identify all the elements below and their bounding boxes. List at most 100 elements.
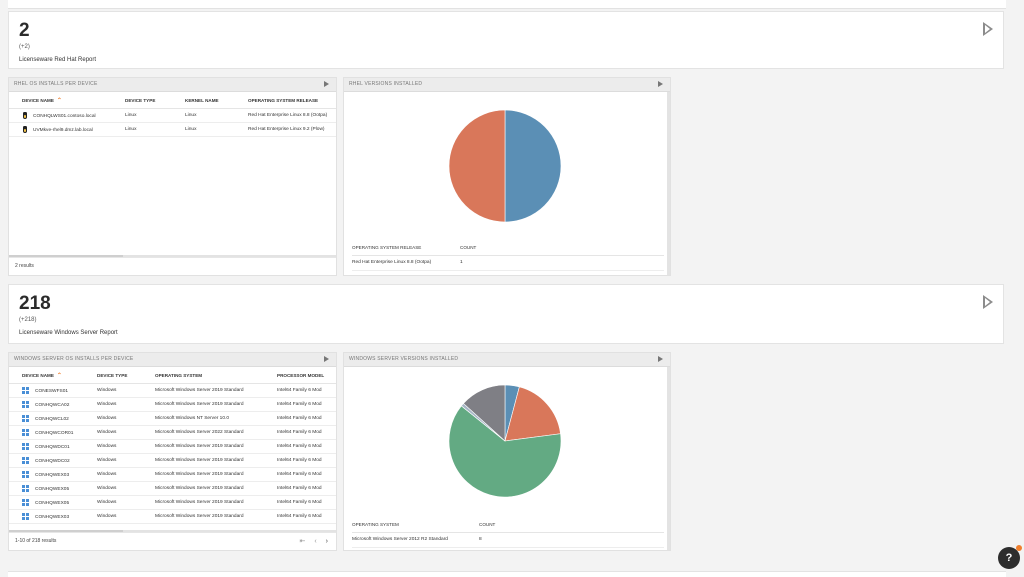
previous-page-icon[interactable]: ‹ [314,538,317,545]
os-release: Red Hat Enterprise Linux 8.8 (Ootpa) [352,260,432,265]
rhel-versions-play-icon[interactable] [658,81,663,87]
device-name: CONHQWDC02 [35,458,70,464]
pie-slice-2[interactable] [448,405,562,498]
device-type: Windows [93,439,151,454]
rhel-results-count: 2 results [9,257,336,275]
pie-slice-1[interactable] [504,386,561,442]
windows-versions-play-icon[interactable] [658,356,663,362]
pagination: ⇤ ‹ › [293,533,328,550]
sort-asc-icon[interactable]: ⌃ [56,97,62,104]
device-name: CONHQWEX05 [35,486,70,492]
windows-versions-pie-chart [448,384,562,498]
device-name: CONESWFS01 [35,388,69,394]
device-type: Windows [93,425,151,440]
table-row[interactable]: CONHQWDC02 Windows Microsoft Windows Serve… [9,453,336,468]
kernel-name: Linux [181,108,244,123]
device-name: CONHQWEX03 [35,472,70,478]
processor-model: Intel64 Family 6 Mod [273,425,336,440]
table-row[interactable]: UVMkve-rhel9.dmz.lab.local Linux Linux R… [9,122,336,137]
column-header-os-release[interactable]: OPERATING SYSTEM RELEASE [244,92,336,109]
table-row[interactable]: CONESWFS01 Windows Microsoft Windows Serve… [9,383,336,398]
table-row[interactable]: CONHQWEX03 Windows Microsoft Windows Serve… [9,467,336,482]
table-row[interactable]: CONHQWCOR01 Windows Microsoft Windows Serv… [9,425,336,440]
table-row[interactable]: Microsoft Windows Server 2012 R2 Standar… [352,533,664,548]
device-type: Windows [93,495,151,510]
column-header-device-name[interactable]: DEVICE NAME ⌃ [9,92,121,109]
table-row[interactable]: CONHQWCA02 Windows Microsoft Windows Serve… [9,397,336,412]
table-row[interactable]: CONHQLWS01.contoso.local Linux Linux Red… [9,108,336,123]
redhat-kpi-delta: (+2) [19,44,30,50]
processor-model: Intel64 Family 6 Mod [273,453,336,468]
operating-system: Microsoft Windows NT Server 10.0 [151,411,273,426]
pie-slice-1[interactable] [448,109,506,223]
column-header-count[interactable]: COUNT [479,522,496,527]
device-type: Windows [93,397,151,412]
redhat-play-icon[interactable] [983,22,993,36]
device-type: Windows [93,481,151,496]
redhat-kpi-title: Licenseware Red Hat Report [19,57,97,63]
help-button[interactable]: ? [998,545,1022,569]
rhel-installs-header: RHEL OS INSTALLS PER DEVICE [9,78,336,92]
sort-asc-icon[interactable]: ⌃ [56,372,62,379]
device-type: Linux [121,122,181,137]
windows-play-icon[interactable] [983,295,993,309]
column-header-device-name[interactable]: DEVICE NAME ⌃ [9,367,93,384]
column-header-operating-system[interactable]: OPERATING SYSTEM [151,367,273,384]
windows-kpi-title: Licenseware Windows Server Report [19,330,118,336]
windows-installs-panel: WINDOWS SERVER OS INSTALLS PER DEVICE DE… [8,352,337,551]
table-row[interactable]: CONHQWEX03 Windows Microsoft Windows Serve… [9,509,336,524]
column-header-os-release[interactable]: OPERATING SYSTEM RELEASE [352,245,422,250]
windows-icon [22,443,29,450]
device-name: CONHQWCL02 [35,416,69,422]
operating-system: Microsoft Windows Server 2012 R2 Standar… [352,537,448,542]
table-row[interactable]: Red Hat Enterprise Linux 8.8 (Ootpa) 1 [352,256,664,271]
horizontal-scrollbar[interactable] [9,530,336,533]
first-page-icon[interactable]: ⇤ [299,538,306,545]
column-header-operating-system[interactable]: OPERATING SYSTEM [352,522,399,527]
count: 8 [479,537,482,542]
column-header-processor-model[interactable]: PROCESSOR MODEL [273,367,336,384]
processor-model: Intel64 Family 6 Mod [273,383,336,398]
table-row[interactable]: CONHQWEX05 Windows Microsoft Windows Serve… [9,495,336,510]
device-name: CONHQWEX05 [35,500,70,506]
next-page-icon[interactable]: › [325,538,328,545]
windows-icon [22,485,29,492]
operating-system: Microsoft Windows Server 2019 Standard [151,397,273,412]
vertical-scrollbar[interactable] [667,367,670,550]
pie-slice-4[interactable] [463,384,506,442]
operating-system: Microsoft Windows Server 2019 Standard [151,467,273,482]
column-header-device-type[interactable]: DEVICE TYPE [121,92,181,109]
windows-versions-panel: WINDOWS SERVER VERSIONS INSTALLED OPERAT… [343,352,671,551]
processor-model: Intel64 Family 6 Mod [273,397,336,412]
pie-slice-0[interactable] [504,109,562,223]
windows-installs-play-icon[interactable] [324,356,329,362]
device-name: CONHQWDC01 [35,444,70,450]
table-row[interactable]: CONHQWEX05 Windows Microsoft Windows Serve… [9,481,336,496]
column-header-device-type[interactable]: DEVICE TYPE [93,367,151,384]
windows-icon [22,415,29,422]
table-row[interactable]: CONHQWCL02 Windows Microsoft Windows NT Se… [9,411,336,426]
processor-model: Intel64 Family 6 Mod [273,439,336,454]
column-header-count[interactable]: COUNT [460,245,477,250]
previous-section-edge [8,0,1006,9]
windows-versions-header: WINDOWS SERVER VERSIONS INSTALLED [344,353,670,367]
operating-system: Microsoft Windows Server 2019 Standard [151,509,273,524]
horizontal-scrollbar[interactable] [9,255,336,258]
windows-installs-title: WINDOWS SERVER OS INSTALLS PER DEVICE [14,356,134,362]
table-row[interactable]: CONHQWDC01 Windows Microsoft Windows Serve… [9,439,336,454]
linux-icon [22,126,28,133]
windows-icon [22,513,29,520]
device-name: CONHQWCOR01 [35,430,74,436]
device-name: CONHQWEX03 [35,514,70,520]
count: 1 [460,260,463,265]
column-header-kernel-name[interactable]: KERNEL NAME [181,92,244,109]
windows-versions-table: OPERATING SYSTEM COUNT Microsoft Windows… [352,517,664,548]
windows-icon [22,457,29,464]
rhel-installs-play-icon[interactable] [324,81,329,87]
windows-kpi-delta: (+218) [19,317,37,323]
vertical-scrollbar[interactable] [667,92,670,275]
os-release: Red Hat Enterprise Linux 9.2 (Plow) [244,122,336,137]
operating-system: Microsoft Windows Server 2019 Standard [151,439,273,454]
rhel-versions-header: RHEL VERSIONS INSTALLED [344,78,670,92]
rhel-versions-table: OPERATING SYSTEM RELEASE COUNT Red Hat E… [352,240,664,271]
